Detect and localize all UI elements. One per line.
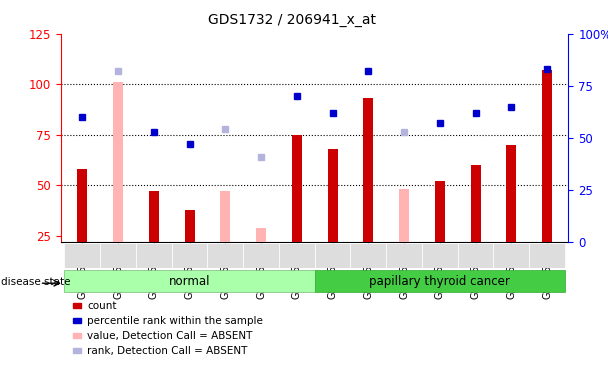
Bar: [399, 189, 409, 242]
Text: percentile rank within the sample: percentile rank within the sample: [87, 316, 263, 326]
FancyBboxPatch shape: [64, 243, 100, 268]
Bar: [184, 210, 195, 242]
FancyBboxPatch shape: [386, 243, 422, 268]
FancyBboxPatch shape: [243, 243, 279, 268]
Bar: [506, 145, 516, 242]
FancyBboxPatch shape: [64, 270, 315, 292]
Bar: [292, 135, 302, 242]
FancyBboxPatch shape: [136, 243, 171, 268]
FancyBboxPatch shape: [494, 243, 529, 268]
Bar: [328, 149, 337, 242]
FancyBboxPatch shape: [279, 243, 315, 268]
FancyBboxPatch shape: [529, 243, 565, 268]
Bar: [220, 191, 230, 242]
Bar: [471, 165, 480, 242]
Text: GDS1732 / 206941_x_at: GDS1732 / 206941_x_at: [208, 13, 376, 27]
Text: disease state: disease state: [1, 277, 70, 287]
Bar: [256, 228, 266, 242]
FancyBboxPatch shape: [100, 243, 136, 268]
Bar: [149, 191, 159, 242]
Bar: [435, 181, 445, 242]
Text: count: count: [87, 301, 117, 310]
Text: rank, Detection Call = ABSENT: rank, Detection Call = ABSENT: [87, 346, 247, 355]
Text: normal: normal: [169, 274, 210, 288]
FancyBboxPatch shape: [315, 243, 350, 268]
Bar: [542, 70, 552, 242]
FancyBboxPatch shape: [422, 243, 458, 268]
FancyBboxPatch shape: [207, 243, 243, 268]
FancyBboxPatch shape: [315, 270, 565, 292]
Text: value, Detection Call = ABSENT: value, Detection Call = ABSENT: [87, 331, 252, 340]
Text: papillary thyroid cancer: papillary thyroid cancer: [369, 274, 510, 288]
FancyBboxPatch shape: [171, 243, 207, 268]
Bar: [363, 98, 373, 242]
Bar: [77, 169, 88, 242]
FancyBboxPatch shape: [458, 243, 494, 268]
FancyBboxPatch shape: [350, 243, 386, 268]
Bar: [113, 82, 123, 242]
